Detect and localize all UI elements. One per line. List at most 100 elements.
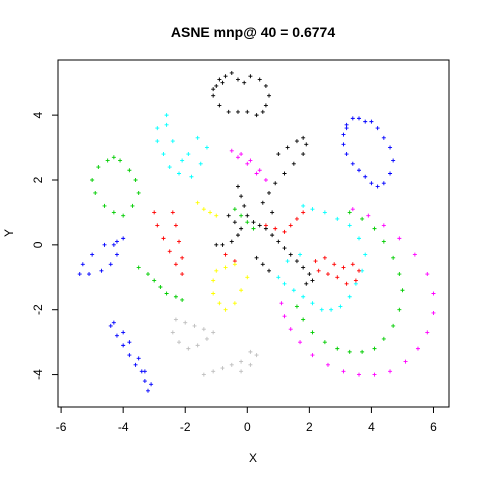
data-point [258, 168, 262, 172]
data-point [96, 165, 100, 169]
data-point [382, 181, 386, 185]
data-point [171, 330, 175, 334]
data-point [115, 334, 119, 338]
data-point [270, 233, 274, 237]
data-point [301, 152, 305, 156]
data-point [341, 133, 345, 137]
y-tick-label: 4 [31, 111, 45, 118]
data-point [220, 366, 224, 370]
data-point [264, 84, 268, 88]
data-point [239, 227, 243, 231]
data-point [248, 363, 252, 367]
data-point [93, 191, 97, 195]
data-point [286, 146, 290, 150]
data-point [214, 214, 218, 218]
data-point [165, 123, 169, 127]
data-point [301, 204, 305, 208]
data-point [155, 126, 159, 130]
y-tick-label: 0 [31, 241, 45, 248]
data-point [425, 272, 429, 276]
data-point [357, 116, 361, 120]
data-point [329, 308, 333, 312]
data-point [189, 175, 193, 179]
data-point [301, 136, 305, 140]
data-point [106, 159, 110, 163]
data-point [127, 340, 131, 344]
data-point [177, 172, 181, 176]
data-point [351, 207, 355, 211]
data-point [230, 240, 234, 244]
data-point [220, 81, 224, 85]
data-point [121, 214, 125, 218]
data-point [224, 266, 228, 270]
data-point [283, 172, 287, 176]
data-point [258, 77, 262, 81]
data-point [230, 363, 234, 367]
data-point [264, 103, 268, 107]
data-point [211, 279, 215, 283]
data-point [252, 220, 256, 224]
data-point [186, 152, 190, 156]
data-point [341, 142, 345, 146]
data-point [283, 246, 287, 250]
data-point [310, 301, 314, 305]
data-point [332, 262, 336, 266]
data-point [391, 324, 395, 328]
data-point [230, 149, 234, 153]
data-point [127, 353, 131, 357]
data-point [143, 369, 147, 373]
data-point [310, 353, 314, 357]
data-point [137, 266, 141, 270]
data-point [391, 159, 395, 163]
data-point [214, 269, 218, 273]
data-point [431, 291, 435, 295]
data-point [165, 291, 169, 295]
data-point [317, 269, 321, 273]
data-point [245, 162, 249, 166]
data-point [298, 253, 302, 257]
data-point [245, 220, 249, 224]
data-point [354, 279, 358, 283]
data-point [252, 227, 256, 231]
data-point [211, 291, 215, 295]
data-point [360, 350, 364, 354]
data-point [121, 330, 125, 334]
data-point [304, 282, 308, 286]
data-point [87, 272, 91, 276]
data-point [301, 210, 305, 214]
data-point [397, 236, 401, 240]
data-point [255, 256, 259, 260]
data-point [224, 253, 228, 257]
data-point [81, 262, 85, 266]
data-point [283, 282, 287, 286]
data-point [348, 295, 352, 299]
data-point [205, 146, 209, 150]
data-point [196, 201, 200, 205]
data-point [224, 74, 228, 78]
data-point [242, 204, 246, 208]
data-point [233, 262, 237, 266]
data-point [211, 330, 215, 334]
data-point [320, 308, 324, 312]
data-point [134, 363, 138, 367]
data-point [335, 217, 339, 221]
data-point [165, 113, 169, 117]
data-point [360, 217, 364, 221]
data-point [174, 262, 178, 266]
plot-frame [58, 60, 449, 407]
data-point [202, 327, 206, 331]
data-point [388, 172, 392, 176]
data-point [202, 207, 206, 211]
data-point [112, 321, 116, 325]
data-point [130, 204, 134, 208]
data-point [158, 285, 162, 289]
data-point [171, 210, 175, 214]
data-point [112, 210, 116, 214]
data-point [267, 191, 271, 195]
data-point [233, 301, 237, 305]
data-point [180, 272, 184, 276]
data-point [307, 272, 311, 276]
data-point [146, 272, 150, 276]
data-point [193, 324, 197, 328]
